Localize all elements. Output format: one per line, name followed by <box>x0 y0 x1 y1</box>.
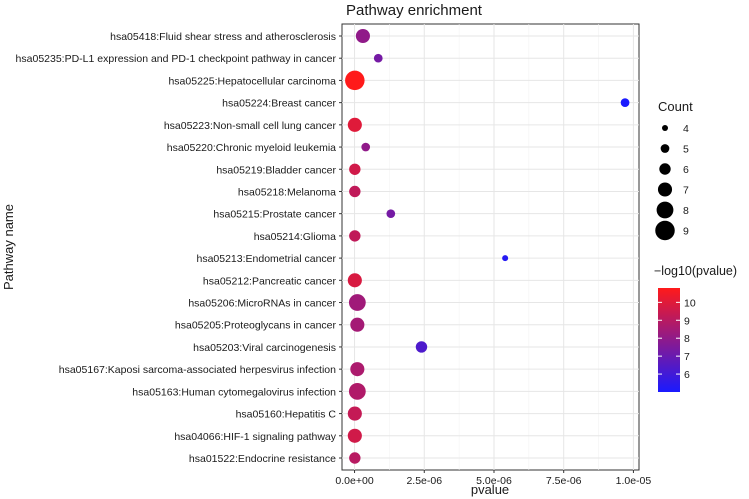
y-tick-label: hsa05203:Viral carcinogenesis <box>193 342 336 354</box>
y-tick-label: hsa05205:Proteoglycans in cancer <box>175 320 337 332</box>
y-tick-label: hsa05160:Hepatitis C <box>236 409 337 421</box>
size-legend-label: 4 <box>683 123 689 135</box>
data-point <box>347 117 362 132</box>
x-axis-label: pvalue <box>471 482 509 497</box>
data-point <box>345 70 365 91</box>
size-legend: Count 4 5 6 7 8 9 <box>655 99 693 241</box>
color-legend-label: 8 <box>684 333 690 345</box>
y-tick-labels: hsa05418:Fluid shear stress and atherosc… <box>16 31 342 465</box>
size-legend-marker <box>657 182 673 197</box>
size-legend-label: 8 <box>683 205 689 217</box>
y-tick-label: hsa04066:HIF-1 signaling pathway <box>174 431 336 443</box>
x-tick-label: 0.0e+00 <box>335 475 373 487</box>
y-tick-label: hsa05219:Bladder cancer <box>216 164 336 176</box>
grid-lines <box>342 24 639 470</box>
data-point <box>361 142 371 152</box>
data-point <box>348 382 366 400</box>
data-point <box>347 406 362 421</box>
data-point <box>502 255 509 262</box>
y-tick-label: hsa05206:MicroRNAs in cancer <box>188 298 336 310</box>
size-legend-title: Count <box>658 99 693 114</box>
color-legend-label: 9 <box>684 315 690 327</box>
data-point <box>349 163 361 175</box>
data-points <box>345 28 630 464</box>
data-point <box>415 341 428 353</box>
size-legend-marker <box>662 125 668 131</box>
chart-title: Pathway enrichment <box>346 2 483 19</box>
plot-panel <box>341 23 640 471</box>
color-legend-label: 6 <box>684 369 690 381</box>
x-tick-label: 2.5e-06 <box>406 475 442 487</box>
data-point <box>349 452 361 464</box>
data-point <box>350 317 365 332</box>
y-tick-label: hsa05235:PD-L1 expression and PD-1 check… <box>16 53 337 65</box>
size-legend-marker <box>660 144 670 153</box>
y-tick-label: hsa05218:Melanoma <box>238 186 336 198</box>
color-legend: −log10(pvalue) 6 7 8 9 10 <box>654 264 737 392</box>
y-tick-label: hsa05225:Hepatocellular carcinoma <box>168 75 336 87</box>
color-legend-label: 7 <box>684 351 690 363</box>
size-legend-label: 5 <box>683 144 689 156</box>
data-point <box>349 185 361 198</box>
x-tick-label: 7.5e-06 <box>546 475 582 487</box>
color-bar <box>658 288 680 392</box>
y-tick-label: hsa05212:Pancreatic cancer <box>203 275 337 287</box>
y-tick-label: hsa05215:Prostate cancer <box>213 209 336 221</box>
y-tick-label: hsa05223:Non-small cell lung cancer <box>164 120 337 132</box>
y-tick-label: hsa05220:Chronic myeloid leukemia <box>167 142 336 154</box>
data-point <box>355 28 370 44</box>
data-point <box>373 53 383 63</box>
y-tick-label: hsa05418:Fluid shear stress and atherosc… <box>110 31 336 43</box>
color-legend-label: 10 <box>684 297 696 309</box>
y-tick-label: hsa05213:Endometrial cancer <box>196 253 336 265</box>
size-legend-marker <box>659 163 671 175</box>
x-tick-label: 1.0e-05 <box>616 475 652 487</box>
data-point <box>386 209 396 219</box>
size-legend-label: 6 <box>683 164 689 176</box>
y-tick-label: hsa05163:Human cytomegalovirus infection <box>132 386 336 398</box>
data-point <box>347 428 362 443</box>
y-axis-label: Pathway name <box>1 204 16 290</box>
x-tick-label: 5.0e-06 <box>476 475 512 487</box>
size-legend-label: 7 <box>683 185 689 197</box>
color-legend-title: −log10(pvalue) <box>654 264 737 278</box>
y-tick-label: hsa05167:Kaposi sarcoma-associated herpe… <box>59 364 336 376</box>
data-point <box>349 230 361 242</box>
size-legend-marker <box>656 201 674 219</box>
data-point <box>350 362 365 377</box>
y-tick-label: hsa05214:Glioma <box>254 231 336 243</box>
x-ticks: 0.0e+00 2.5e-06 5.0e-06 7.5e-06 1.0e-05 <box>335 470 651 487</box>
data-point <box>620 98 630 107</box>
size-legend-marker <box>655 220 675 241</box>
y-tick-label: hsa05224:Breast cancer <box>222 98 336 110</box>
data-point <box>347 273 362 288</box>
data-point <box>348 294 366 311</box>
size-legend-label: 9 <box>683 226 689 238</box>
y-tick-label: hsa01522:Endocrine resistance <box>189 453 336 465</box>
